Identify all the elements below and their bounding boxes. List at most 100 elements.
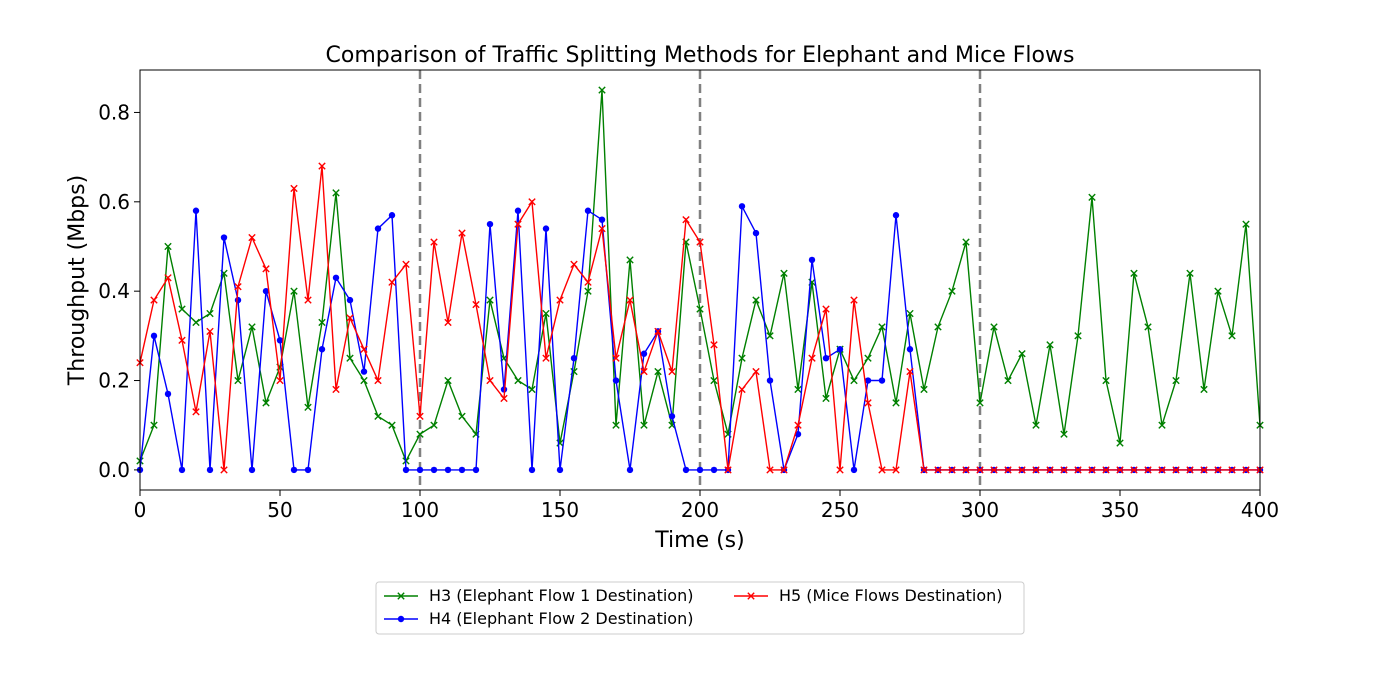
data-point <box>906 367 914 376</box>
data-point <box>710 376 718 385</box>
legend-marker <box>747 592 755 600</box>
series-1 <box>136 86 1264 465</box>
data-point <box>458 466 466 474</box>
y-tick-label: 0.0 <box>98 458 130 482</box>
data-point <box>948 466 956 474</box>
data-point <box>710 341 718 349</box>
data-point <box>1018 466 1026 474</box>
data-point <box>864 354 872 362</box>
data-point <box>374 412 382 420</box>
data-point <box>612 421 620 429</box>
data-point <box>458 412 466 420</box>
data-point <box>1088 193 1096 202</box>
data-point <box>920 466 928 474</box>
data-point <box>766 466 774 474</box>
data-point <box>262 265 270 273</box>
data-point <box>864 377 872 384</box>
legend-item: H4 (Elephant Flow 2 Destination) <box>384 609 693 628</box>
data-point <box>402 466 410 474</box>
data-point <box>178 305 186 313</box>
data-point <box>472 466 480 474</box>
data-point <box>1228 332 1236 340</box>
data-point <box>1242 466 1250 474</box>
series-3 <box>136 162 1264 474</box>
data-point <box>276 337 284 344</box>
data-point <box>892 466 900 474</box>
data-point <box>178 336 186 345</box>
data-point <box>500 394 508 403</box>
data-point <box>948 287 956 295</box>
data-point <box>486 296 494 304</box>
data-point <box>360 376 368 385</box>
data-point <box>1088 466 1096 474</box>
data-point <box>822 394 830 403</box>
data-point <box>416 412 424 420</box>
data-point <box>920 385 928 394</box>
data-point <box>514 220 522 228</box>
data-point <box>990 466 998 474</box>
data-point <box>556 296 564 304</box>
y-axis: 0.0 0.2 0.4 0.6 0.8 <box>98 100 140 482</box>
data-point <box>878 466 886 474</box>
data-point <box>598 86 606 94</box>
data-point <box>836 346 844 353</box>
data-point <box>164 274 172 282</box>
data-point <box>388 212 396 219</box>
y-tick-label: 0.4 <box>98 279 130 303</box>
data-point <box>1018 350 1026 358</box>
data-point <box>514 376 522 385</box>
data-point <box>612 354 620 362</box>
data-point <box>626 466 634 474</box>
data-point <box>206 309 214 318</box>
data-point <box>808 354 816 362</box>
data-point <box>528 466 536 474</box>
data-point <box>934 466 942 474</box>
data-point <box>444 376 452 385</box>
data-point <box>332 189 340 197</box>
legend-label: H4 (Elephant Flow 2 Destination) <box>429 609 693 628</box>
data-point <box>388 421 396 429</box>
data-point <box>1172 466 1180 474</box>
data-point <box>836 466 844 474</box>
data-point <box>318 162 326 170</box>
data-point <box>654 367 662 376</box>
data-point <box>234 283 242 291</box>
data-point <box>164 390 172 398</box>
data-point <box>1172 376 1180 385</box>
x-tick-label: 100 <box>401 498 439 522</box>
data-point <box>1074 332 1082 340</box>
data-point <box>696 466 704 474</box>
data-point <box>444 318 452 327</box>
data-point <box>934 323 942 331</box>
data-point <box>304 296 312 304</box>
data-point <box>248 323 256 331</box>
data-point <box>542 354 550 362</box>
data-point <box>192 408 200 416</box>
data-point <box>374 376 382 385</box>
x-axis-title: Time (s) <box>654 528 744 553</box>
data-point <box>976 399 984 407</box>
data-point <box>556 466 564 474</box>
data-point <box>234 376 242 385</box>
x-tick-label: 400 <box>1241 498 1279 522</box>
data-point <box>472 300 480 309</box>
data-point <box>906 346 914 353</box>
data-point <box>598 216 606 223</box>
data-point <box>892 212 900 219</box>
data-point <box>486 376 494 385</box>
data-point <box>794 421 802 429</box>
data-point <box>1242 220 1250 228</box>
data-point <box>304 466 312 474</box>
data-point <box>430 238 438 246</box>
data-point <box>234 296 242 304</box>
data-point <box>1116 439 1124 447</box>
legend-marker <box>397 615 405 623</box>
data-point <box>738 385 746 394</box>
data-point <box>1144 466 1152 474</box>
data-point <box>1046 466 1054 474</box>
data-point <box>822 354 830 362</box>
data-point <box>1158 466 1166 474</box>
data-point <box>360 345 368 353</box>
data-point <box>276 376 284 385</box>
data-point <box>150 296 158 304</box>
